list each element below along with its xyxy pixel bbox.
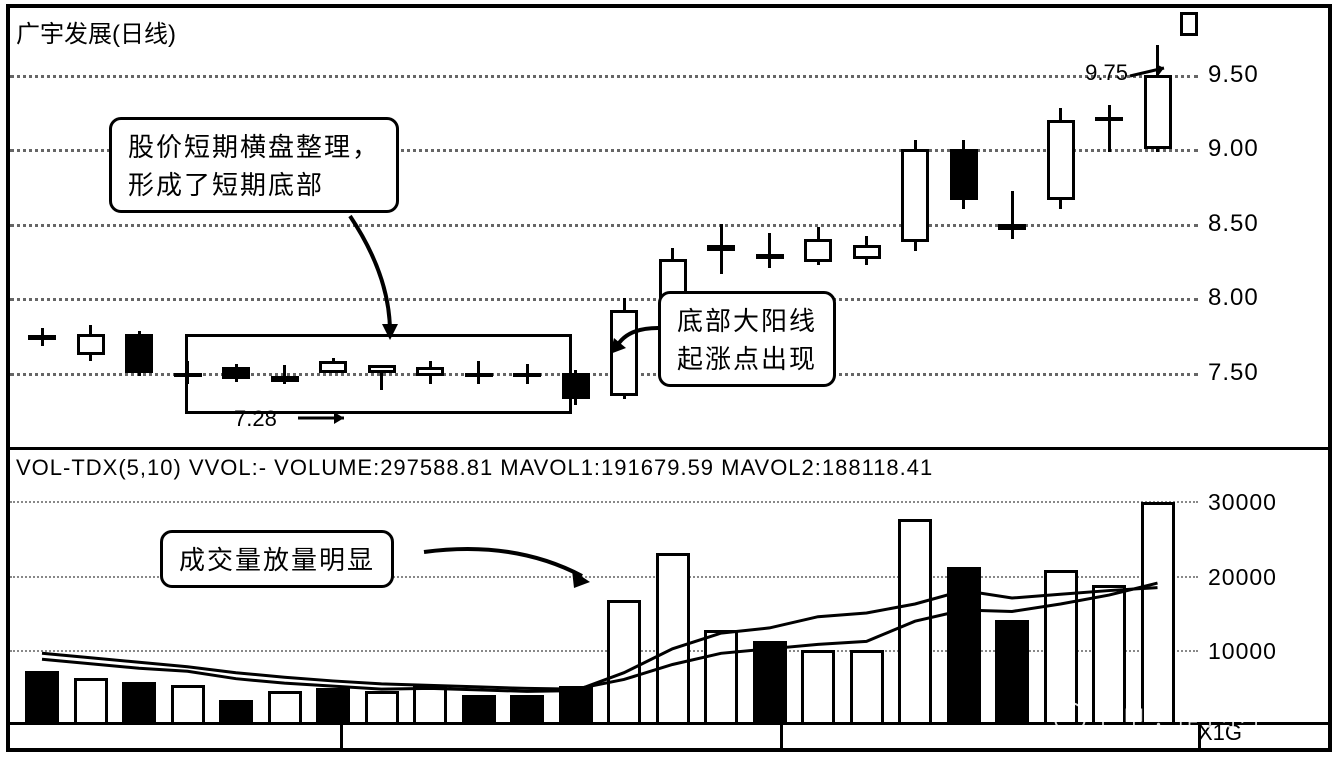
- candle: [901, 149, 929, 241]
- y-axis-label: 9.50: [1208, 61, 1308, 89]
- callout-text: 股价短期横盘整理，: [128, 128, 380, 166]
- candle: [998, 224, 1026, 230]
- candle: [804, 239, 832, 263]
- candle: [125, 334, 153, 373]
- watermark-text: 上 甲 ：作手小子: [1093, 706, 1268, 731]
- candle: [28, 335, 56, 339]
- watermark-logo-icon: [1054, 702, 1086, 734]
- candle: [77, 334, 105, 355]
- candle: [1144, 75, 1172, 149]
- candle: [1047, 120, 1075, 200]
- candle: [853, 245, 881, 260]
- callout-arrow-icon: [424, 540, 604, 600]
- arrow-icon: [1130, 64, 1176, 84]
- volume-y-label: 30000: [1208, 489, 1308, 516]
- candle: [707, 245, 735, 251]
- price-high-note: 9.75: [1085, 60, 1128, 86]
- callout-text: 成交量放量明显: [179, 545, 375, 575]
- callout-breakout: 底部大阳线 起涨点出现: [658, 291, 836, 387]
- arrow-icon: [298, 408, 358, 428]
- callout-text: 起涨点出现: [677, 340, 817, 378]
- callout-arrow-icon: [606, 324, 666, 364]
- callout-text: 形成了短期底部: [128, 166, 380, 204]
- callout-volume-surge: 成交量放量明显: [160, 530, 394, 588]
- y-axis-label: 9.00: [1208, 135, 1308, 163]
- y-axis-label: 7.50: [1208, 359, 1308, 387]
- callout-arrow-icon: [320, 216, 440, 356]
- callout-text: 底部大阳线: [677, 302, 817, 340]
- watermark: 上 甲 ：作手小子: [1054, 701, 1268, 736]
- price-panel: 广宇发展(日线) 7.508.008.509.009.50 9.75 7.28 …: [10, 8, 1328, 450]
- last-bar-marker-icon: [1180, 12, 1198, 36]
- volume-y-label: 10000: [1208, 638, 1308, 665]
- candle: [950, 149, 978, 200]
- volume-y-label: 20000: [1208, 564, 1308, 591]
- y-axis-label: 8.00: [1208, 284, 1308, 312]
- volume-panel: VOL-TDX(5,10) VVOL:- VOLUME:297588.81 MA…: [10, 450, 1328, 748]
- candle: [1095, 117, 1123, 121]
- y-axis-label: 8.50: [1208, 210, 1308, 238]
- chart-title: 广宇发展(日线): [16, 14, 176, 49]
- chart-frame: 广宇发展(日线) 7.508.008.509.009.50 9.75 7.28 …: [6, 4, 1332, 752]
- volume-ma-lines: [10, 450, 1198, 748]
- price-low-note: 7.28: [234, 406, 277, 432]
- candle: [756, 254, 784, 260]
- callout-consolidation: 股价短期横盘整理， 形成了短期底部: [109, 117, 399, 213]
